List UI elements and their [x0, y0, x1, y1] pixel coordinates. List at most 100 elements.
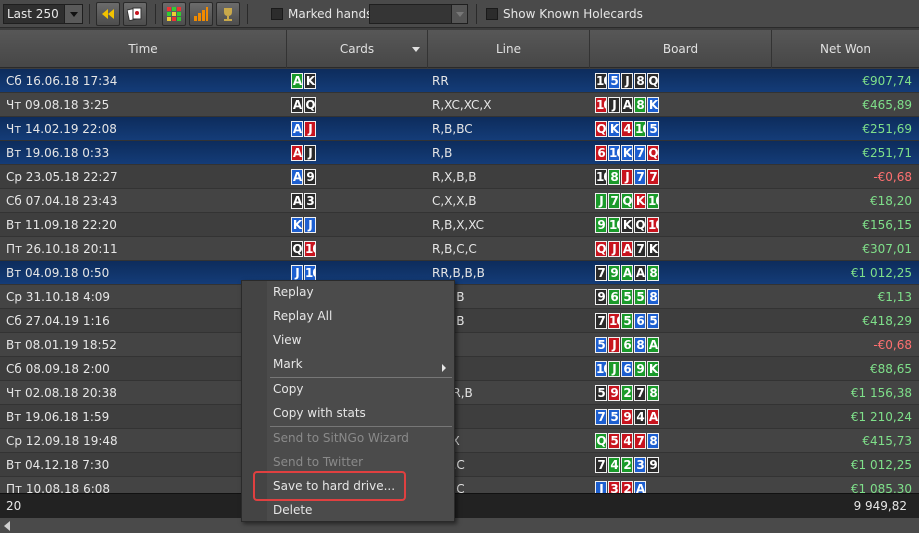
hand-time: Сб 07.04.18 23:43: [6, 194, 118, 208]
playing-card: 6: [608, 289, 620, 305]
playing-card: 9: [608, 385, 620, 401]
sort-descending-icon: [412, 47, 420, 52]
playing-card: 10: [595, 361, 607, 377]
playing-card: 7: [634, 433, 646, 449]
table-row[interactable]: Чт 14.02.19 22:08 AJ R,B,BC QK4105 €251,69: [0, 117, 919, 141]
menu-item-copy-with-stats[interactable]: Copy with stats: [273, 406, 366, 420]
cards-button[interactable]: [123, 2, 147, 26]
table-footer: 20 9 949,82: [0, 493, 919, 518]
table-row[interactable]: Пт 10.08.18 6:08X,C,CJ32A€1 085,30: [0, 477, 919, 493]
menu-item-view[interactable]: View: [273, 333, 302, 347]
hand-line: R,XC,XC,X: [432, 98, 492, 112]
playing-card: K: [647, 97, 659, 113]
playing-card: 9: [621, 409, 633, 425]
playing-card: 6: [621, 337, 633, 353]
table-row[interactable]: Сб 27.04.19 1:16C,X,B710565€418,29: [0, 309, 919, 333]
chevron-down-icon[interactable]: [64, 5, 82, 23]
net-won-value: €251,69: [862, 122, 912, 136]
table-row[interactable]: Чт 02.08.18 20:38R,XR,B59278€1 156,38: [0, 381, 919, 405]
playing-card: Q: [291, 241, 303, 257]
column-header-line[interactable]: Line: [428, 30, 590, 68]
playing-card: 10: [595, 169, 607, 185]
bar-chart-icon: [194, 7, 208, 21]
chevron-down-icon[interactable]: [451, 5, 467, 23]
table-row[interactable]: Вт 08.01.19 18:52BC5J68A-€0,68: [0, 333, 919, 357]
table-row[interactable]: Вт 11.09.18 22:20KJR,B,X,XC910KQ10€156,1…: [0, 213, 919, 237]
menu-item-delete[interactable]: Delete: [273, 503, 313, 517]
trophy-button[interactable]: [216, 2, 240, 26]
net-won-value: €18,20: [870, 194, 912, 208]
grid-button[interactable]: [162, 2, 186, 26]
column-header-time[interactable]: Time: [0, 30, 287, 68]
hand-time: Ср 12.09.18 19:48: [6, 434, 118, 448]
table-row[interactable]: Вт 04.12.18 7:30C,C,C74239€1 012,25: [0, 453, 919, 477]
table-row[interactable]: Ср 31.10.18 4:09R,B,B96558€1,13: [0, 285, 919, 309]
net-won-value: €1 085,30: [850, 482, 912, 493]
playing-card: K: [608, 121, 620, 137]
playing-card: J: [291, 265, 303, 281]
playing-card: J: [608, 361, 620, 377]
board-cards: J7QK10: [595, 193, 660, 209]
playing-card: A: [291, 193, 303, 209]
playing-card: A: [291, 73, 303, 89]
horizontal-scrollbar[interactable]: [0, 518, 919, 533]
playing-card: 5: [608, 73, 620, 89]
toolbar-separator: [476, 4, 477, 24]
table-row[interactable]: Сб 07.04.18 23:43 A3 C,X,X,B J7QK10 €18,20: [0, 189, 919, 213]
menu-item-copy[interactable]: Copy: [273, 382, 304, 396]
playing-card: 6: [634, 313, 646, 329]
playing-card: 8: [647, 385, 659, 401]
playing-card: 7: [647, 169, 659, 185]
hand-time: Пт 26.10.18 20:11: [6, 242, 118, 256]
range-select[interactable]: Last 250: [3, 4, 83, 24]
table-row[interactable]: Ср 23.05.18 22:27 A9 R,X,B,B 108J77 -€0,68: [0, 165, 919, 189]
marked-hands-checkbox[interactable]: [271, 8, 283, 20]
hand-time: Вт 11.09.18 22:20: [6, 218, 117, 232]
board-cards: 610K7Q: [595, 145, 660, 161]
playing-card: 10: [595, 73, 607, 89]
table-row[interactable]: Вт 19.06.18 1:59R,B7594A€1 210,24: [0, 405, 919, 429]
table-row[interactable]: Сб 08.09.18 2:00C,X10J69K€88,65: [0, 357, 919, 381]
menu-item-mark[interactable]: Mark: [273, 357, 303, 371]
playing-card: 7: [634, 169, 646, 185]
column-header-board[interactable]: Board: [590, 30, 772, 68]
table-row[interactable]: Ср 12.09.18 19:48XC,XQ5478€415,73: [0, 429, 919, 453]
playing-card: A: [291, 97, 303, 113]
graph-button[interactable]: [189, 2, 213, 26]
marked-hands-select[interactable]: [369, 4, 468, 24]
table-row[interactable]: Вт 19.06.18 0:33 AJ R,B 610K7Q €251,71: [0, 141, 919, 165]
rewind-button[interactable]: [96, 2, 120, 26]
playing-card: 7: [595, 313, 607, 329]
hand-time: Сб 16.06.18 17:34: [6, 74, 118, 88]
playing-card: 7: [595, 457, 607, 473]
show-known-holecards-checkbox[interactable]: [486, 8, 498, 20]
column-header-cards[interactable]: Cards: [287, 30, 428, 68]
playing-card: K: [621, 217, 633, 233]
hand-line: R,B: [432, 146, 453, 160]
menu-item-replay[interactable]: Replay: [273, 285, 314, 299]
board-cards: 710565: [595, 313, 660, 329]
playing-card: 8: [634, 97, 646, 113]
menu-item-replay-all[interactable]: Replay All: [273, 309, 333, 323]
playing-card: 7: [595, 409, 607, 425]
playing-card: 10: [608, 313, 620, 329]
playing-card: 5: [621, 289, 633, 305]
hand-time: Сб 27.04.19 1:16: [6, 314, 110, 328]
scroll-left-icon[interactable]: [4, 521, 10, 531]
menu-item-save-to-hard-drive[interactable]: Save to hard drive...: [273, 479, 396, 493]
table-row[interactable]: Сб 16.06.18 17:34 AK RR 105J8Q €907,74: [0, 69, 919, 93]
playing-card: 7: [634, 145, 646, 161]
column-header-net-won[interactable]: Net Won: [820, 42, 871, 56]
hole-cards: Q10: [291, 241, 317, 257]
